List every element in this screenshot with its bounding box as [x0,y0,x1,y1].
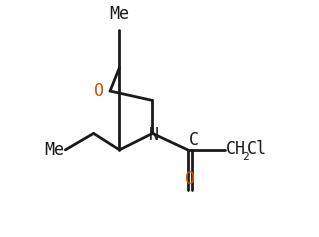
Text: Cl: Cl [247,140,267,158]
Text: O: O [185,169,195,187]
Text: N: N [149,126,159,144]
Text: 2: 2 [243,152,249,162]
Text: Me: Me [44,141,64,159]
Text: O: O [94,82,104,100]
Text: C: C [189,131,199,149]
Text: CH: CH [226,140,245,158]
Text: Me: Me [109,5,130,23]
